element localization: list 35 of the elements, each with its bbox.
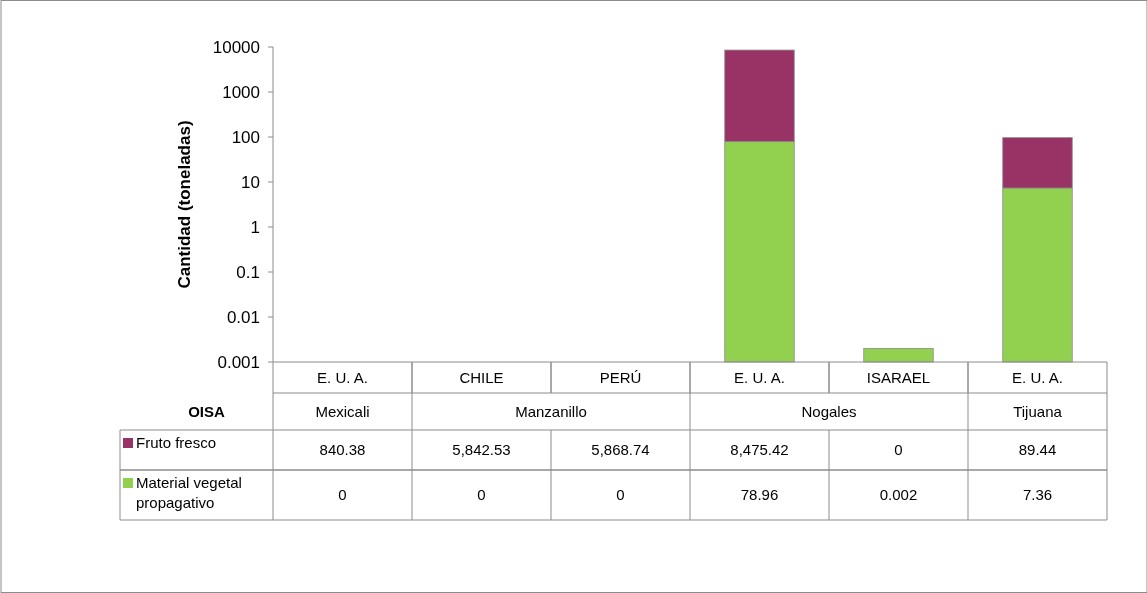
x-tick-label: E. U. A. xyxy=(1012,368,1063,386)
legend-label: Material vegetal propagativo xyxy=(136,474,242,511)
text: Manzanillo xyxy=(515,402,587,420)
y-tick-label: 10 xyxy=(241,173,260,192)
y-axis-title: Cantidad (toneladas) xyxy=(175,120,194,289)
data-label: 78.96 xyxy=(740,486,779,503)
text: 0 xyxy=(616,486,625,503)
data-label: 7.36 xyxy=(1022,486,1053,503)
text: OISA xyxy=(188,402,225,420)
y-tick-label: 0.1 xyxy=(236,263,260,282)
text: 0 xyxy=(894,441,903,458)
y-tick-label: 10000 xyxy=(212,38,260,57)
y-tick-label: 0.001 xyxy=(217,353,260,372)
y-tick-label: 100 xyxy=(231,128,260,147)
x-tick-label: E. U. A. xyxy=(734,368,785,386)
text: Nogales xyxy=(801,402,857,420)
text: 5,842.53 xyxy=(452,441,511,458)
legend-label: Fruto fresco xyxy=(136,434,217,451)
text: Tijuana xyxy=(1013,402,1063,420)
text: 5,868.74 xyxy=(591,441,650,458)
data-label: 89.44 xyxy=(1018,441,1057,458)
text: 840.38 xyxy=(319,441,366,458)
text: 0 xyxy=(338,486,347,503)
y-tick-label: 1 xyxy=(250,218,260,237)
text: Mexicali xyxy=(315,402,370,420)
y-tick-label: 0.01 xyxy=(226,308,260,327)
data-label: 0.002 xyxy=(879,486,918,503)
text: 0 xyxy=(477,486,486,503)
bar xyxy=(863,348,934,363)
y-tick-label: 1000 xyxy=(222,83,260,102)
data-label: 8,475.42 xyxy=(730,441,789,458)
x-tick-label: PERÚ xyxy=(599,368,642,386)
x-tick-label: E. U. A. xyxy=(317,368,368,386)
x-tick-label: CHILE xyxy=(459,368,504,386)
x-tick-label: ISARAEL xyxy=(866,368,931,386)
